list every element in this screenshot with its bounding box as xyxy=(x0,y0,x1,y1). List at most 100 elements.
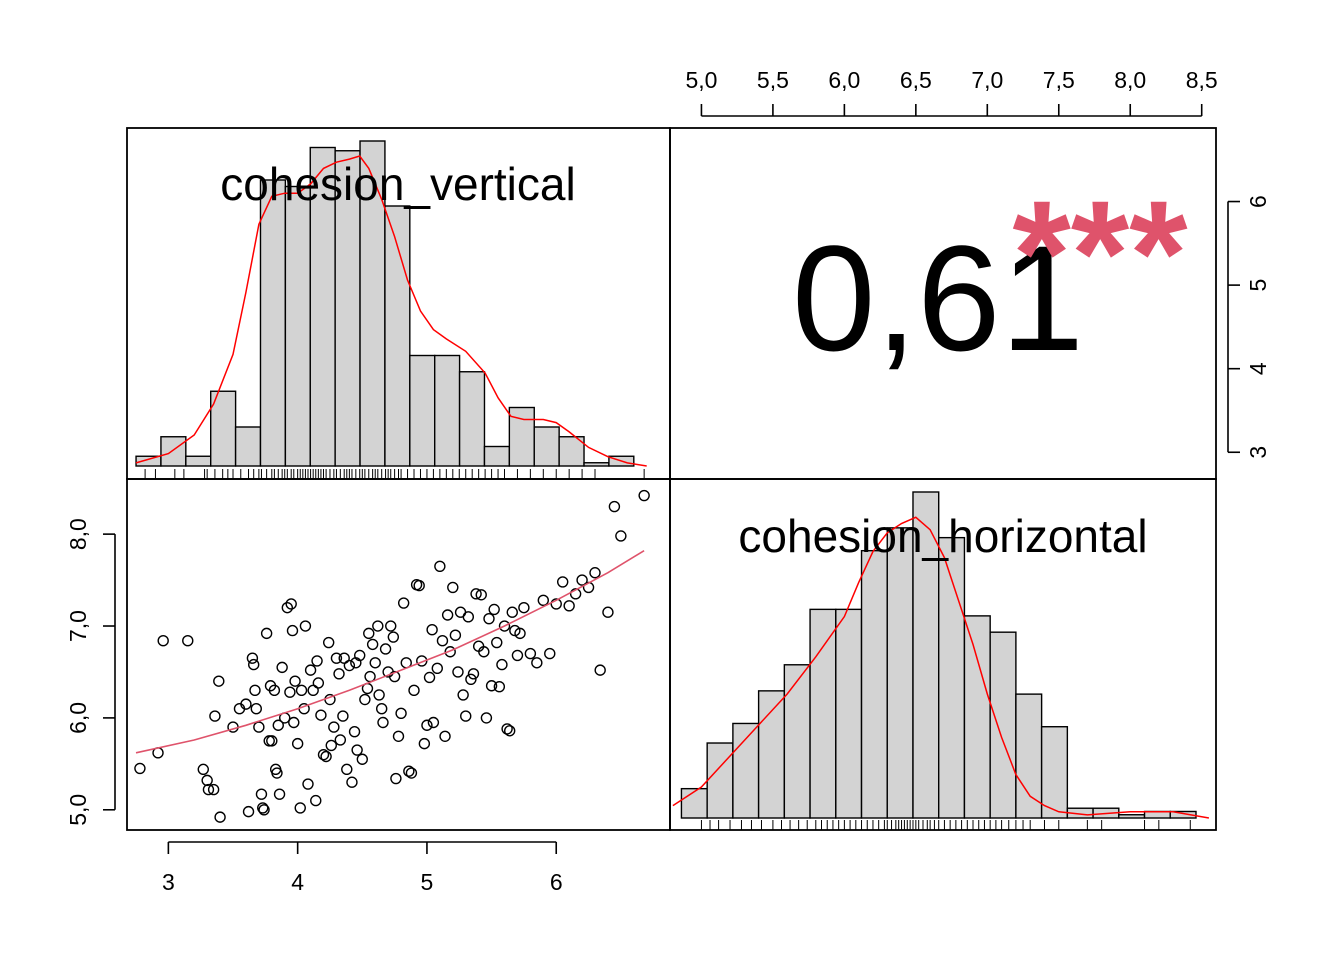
scatter-point xyxy=(483,612,495,625)
hist-horizontal-bar xyxy=(732,722,760,819)
hist-horizontal-bar xyxy=(835,608,863,819)
scatter-point xyxy=(452,666,464,678)
hist-horizontal-bar xyxy=(1040,726,1069,819)
panel-scatter-frame xyxy=(126,478,671,831)
scatter-point xyxy=(390,772,402,785)
scatter-point xyxy=(214,811,226,823)
top-axis-tick-label: 8,5 xyxy=(1186,67,1218,93)
scatter-point xyxy=(343,659,356,672)
hist-horizontal-bar xyxy=(809,608,837,819)
scatter-point xyxy=(288,716,300,729)
hist-vertical-bar xyxy=(284,185,311,467)
scatter-point xyxy=(266,735,278,747)
scatter-point xyxy=(289,675,301,687)
scatter-point xyxy=(325,739,337,752)
hist-vertical-bar xyxy=(259,179,287,467)
correlation-value: 0,61 xyxy=(792,214,1084,382)
scatter-point xyxy=(615,530,627,542)
scatter-point xyxy=(531,657,543,669)
scatter-point xyxy=(377,716,389,729)
scatter-point xyxy=(302,778,314,790)
scatter-point xyxy=(460,710,472,722)
scatter-point xyxy=(295,684,308,697)
scatter-point xyxy=(369,657,381,669)
scatter-point xyxy=(467,668,480,680)
scatter-point xyxy=(503,725,516,737)
scatter-point xyxy=(268,684,281,697)
density-curve-vertical xyxy=(135,155,647,467)
scatter-point xyxy=(465,673,477,686)
scatter-point xyxy=(434,560,446,572)
hist-horizontal-bar xyxy=(1015,693,1043,819)
hist-vertical-bar xyxy=(234,426,262,467)
right-axis-tick-label: 5 xyxy=(1245,279,1271,292)
scatter-point xyxy=(496,658,508,671)
scatter-point xyxy=(250,703,262,715)
scatter-point xyxy=(427,716,440,729)
scatter-point xyxy=(354,649,366,662)
scatter-point xyxy=(501,723,513,735)
scatter-point xyxy=(462,611,475,623)
scatter-point xyxy=(272,719,284,731)
scatter-point xyxy=(363,627,375,640)
scatter-point xyxy=(334,734,347,746)
hist-vertical-bar xyxy=(458,371,486,467)
scatter-point xyxy=(157,635,169,647)
scatter-point xyxy=(294,802,306,814)
scatter-point xyxy=(511,649,524,662)
scatter-point xyxy=(537,594,549,606)
left-axis-tick-label: 6,0 xyxy=(65,702,91,734)
hist-vertical-bar xyxy=(384,205,411,467)
scatter-point xyxy=(544,647,556,660)
scatter-point xyxy=(449,629,462,641)
top-axis-tick-label: 6,0 xyxy=(828,67,860,93)
scatter-point xyxy=(436,635,449,647)
scatter-point xyxy=(315,709,327,721)
scatter-point xyxy=(498,620,511,632)
bottom-axis-tick-label: 4 xyxy=(291,869,304,895)
scatter-point xyxy=(385,620,397,632)
scatter-point xyxy=(260,627,273,640)
scatter-point xyxy=(304,664,317,676)
scatter-point xyxy=(439,730,451,742)
hist-horizontal-bar xyxy=(680,787,708,819)
scatter-point xyxy=(240,698,252,710)
scatter-point xyxy=(291,737,304,750)
density-curve-horizontal xyxy=(672,516,1210,819)
hist-horizontal-bar xyxy=(783,664,811,819)
scatter-point xyxy=(431,662,443,674)
hist-horizontal-bar xyxy=(886,527,914,819)
scatter-point xyxy=(397,597,410,609)
hist-vertical-bar xyxy=(533,426,560,467)
scatter-point xyxy=(346,776,358,788)
scatter-point xyxy=(408,684,420,697)
scatter-point xyxy=(418,737,431,750)
left-axis-tick-label: 7,0 xyxy=(65,610,91,642)
scatter-point xyxy=(249,684,261,697)
scatter-point xyxy=(569,588,582,600)
scatter-point xyxy=(423,671,436,684)
scatter-point xyxy=(387,631,400,643)
scatter-point xyxy=(246,652,259,664)
scatter-point xyxy=(372,620,384,632)
scatter-point xyxy=(271,767,283,779)
scatter-point xyxy=(447,581,459,594)
scatter-point xyxy=(134,762,146,775)
top-axis-tick-label: 7,0 xyxy=(971,67,1003,93)
scatter-point xyxy=(589,567,601,579)
right-axis-tick-label: 4 xyxy=(1245,362,1271,375)
scatter-point xyxy=(444,646,456,658)
hist-horizontal-bar xyxy=(1118,814,1146,819)
hist-vertical-bar xyxy=(434,354,461,467)
top-axis-tick-label: 5,0 xyxy=(685,67,717,93)
panel-hist-horizontal-frame xyxy=(669,478,1217,831)
scatter-point xyxy=(441,609,454,621)
scatter-point xyxy=(403,765,415,777)
scatter-point xyxy=(310,794,322,807)
scatter-point xyxy=(337,710,349,722)
scatter-point xyxy=(379,643,392,655)
scatter-point xyxy=(470,588,482,600)
scatter-point xyxy=(485,680,498,692)
scatter-point xyxy=(563,600,575,612)
scatter-point xyxy=(416,655,428,667)
